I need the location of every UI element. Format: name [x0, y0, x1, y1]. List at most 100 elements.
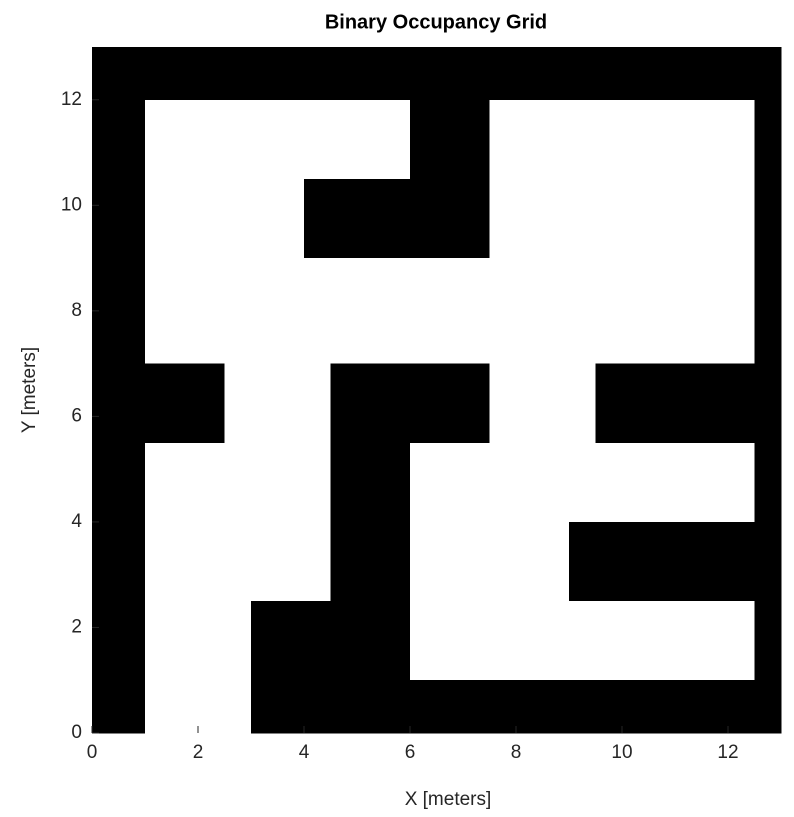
cell: [171, 337, 199, 365]
cell: [542, 258, 570, 285]
cell: [198, 47, 225, 74]
cell: [754, 310, 782, 338]
cell: [436, 126, 464, 154]
cell: [92, 205, 119, 233]
cell: [171, 627, 199, 655]
cell: [330, 574, 358, 602]
cell: [198, 152, 225, 180]
cell: [489, 99, 517, 127]
cell: [145, 47, 172, 74]
cell: [754, 680, 782, 708]
y-tick-label: 10: [61, 194, 82, 215]
cell: [516, 126, 543, 154]
cell: [754, 126, 782, 154]
cell: [118, 126, 146, 154]
cell: [171, 73, 199, 101]
cell: [701, 653, 729, 681]
cell: [489, 126, 517, 154]
cell: [595, 521, 623, 549]
cell: [251, 73, 278, 101]
cell: [701, 310, 729, 338]
cell: [489, 390, 517, 417]
cell: [516, 706, 543, 734]
cell: [701, 99, 729, 127]
cell: [489, 231, 517, 259]
cell: [383, 99, 411, 127]
cell: [330, 363, 358, 391]
cell: [622, 284, 649, 312]
cell: [410, 47, 437, 74]
cell: [224, 152, 252, 180]
cell: [224, 205, 252, 233]
cell: [595, 126, 623, 154]
cell: [463, 363, 490, 391]
cell: [277, 284, 305, 312]
cell: [728, 73, 755, 101]
cell: [542, 47, 570, 74]
cell: [171, 706, 199, 734]
cell: [728, 706, 755, 734]
cell: [463, 47, 490, 74]
cell: [595, 601, 623, 628]
cell: [542, 495, 570, 523]
cell: [622, 205, 649, 233]
cell: [330, 152, 358, 180]
cell: [489, 495, 517, 523]
cell: [224, 73, 252, 101]
cell: [754, 178, 782, 206]
cell: [701, 469, 729, 497]
cell: [330, 495, 358, 523]
cell: [251, 442, 278, 470]
cell: [754, 521, 782, 549]
cell: [410, 126, 437, 154]
cell: [436, 310, 464, 338]
cell: [92, 495, 119, 523]
cell: [330, 390, 358, 417]
cell: [357, 548, 384, 576]
cell: [675, 574, 702, 602]
cell: [489, 47, 517, 74]
cell: [542, 521, 570, 549]
cell: [436, 627, 464, 655]
cell: [701, 73, 729, 101]
cell: [383, 310, 411, 338]
cell: [728, 284, 755, 312]
cell: [304, 680, 331, 708]
cell: [754, 469, 782, 497]
cell: [118, 601, 146, 628]
cell: [728, 442, 755, 470]
cell: [145, 152, 172, 180]
cell: [542, 706, 570, 734]
cell: [198, 706, 225, 734]
cell: [92, 310, 119, 338]
cell: [622, 231, 649, 259]
cell: [277, 574, 305, 602]
cell: [595, 574, 623, 602]
cell: [542, 574, 570, 602]
cell: [357, 495, 384, 523]
cell: [648, 47, 676, 74]
cell: [569, 574, 596, 602]
cell: [198, 126, 225, 154]
cell: [728, 680, 755, 708]
cell: [357, 337, 384, 365]
cell: [383, 390, 411, 417]
cell: [728, 126, 755, 154]
cell: [542, 363, 570, 391]
cell: [277, 706, 305, 734]
cell: [357, 574, 384, 602]
cell: [622, 521, 649, 549]
cell: [463, 548, 490, 576]
cell: [304, 548, 331, 576]
cell: [516, 363, 543, 391]
cell: [357, 310, 384, 338]
cell: [410, 706, 437, 734]
cell: [410, 99, 437, 127]
cell: [728, 627, 755, 655]
cell: [171, 574, 199, 602]
cell: [198, 601, 225, 628]
cell: [277, 521, 305, 549]
cell: [145, 627, 172, 655]
cell: [383, 653, 411, 681]
cell: [436, 205, 464, 233]
